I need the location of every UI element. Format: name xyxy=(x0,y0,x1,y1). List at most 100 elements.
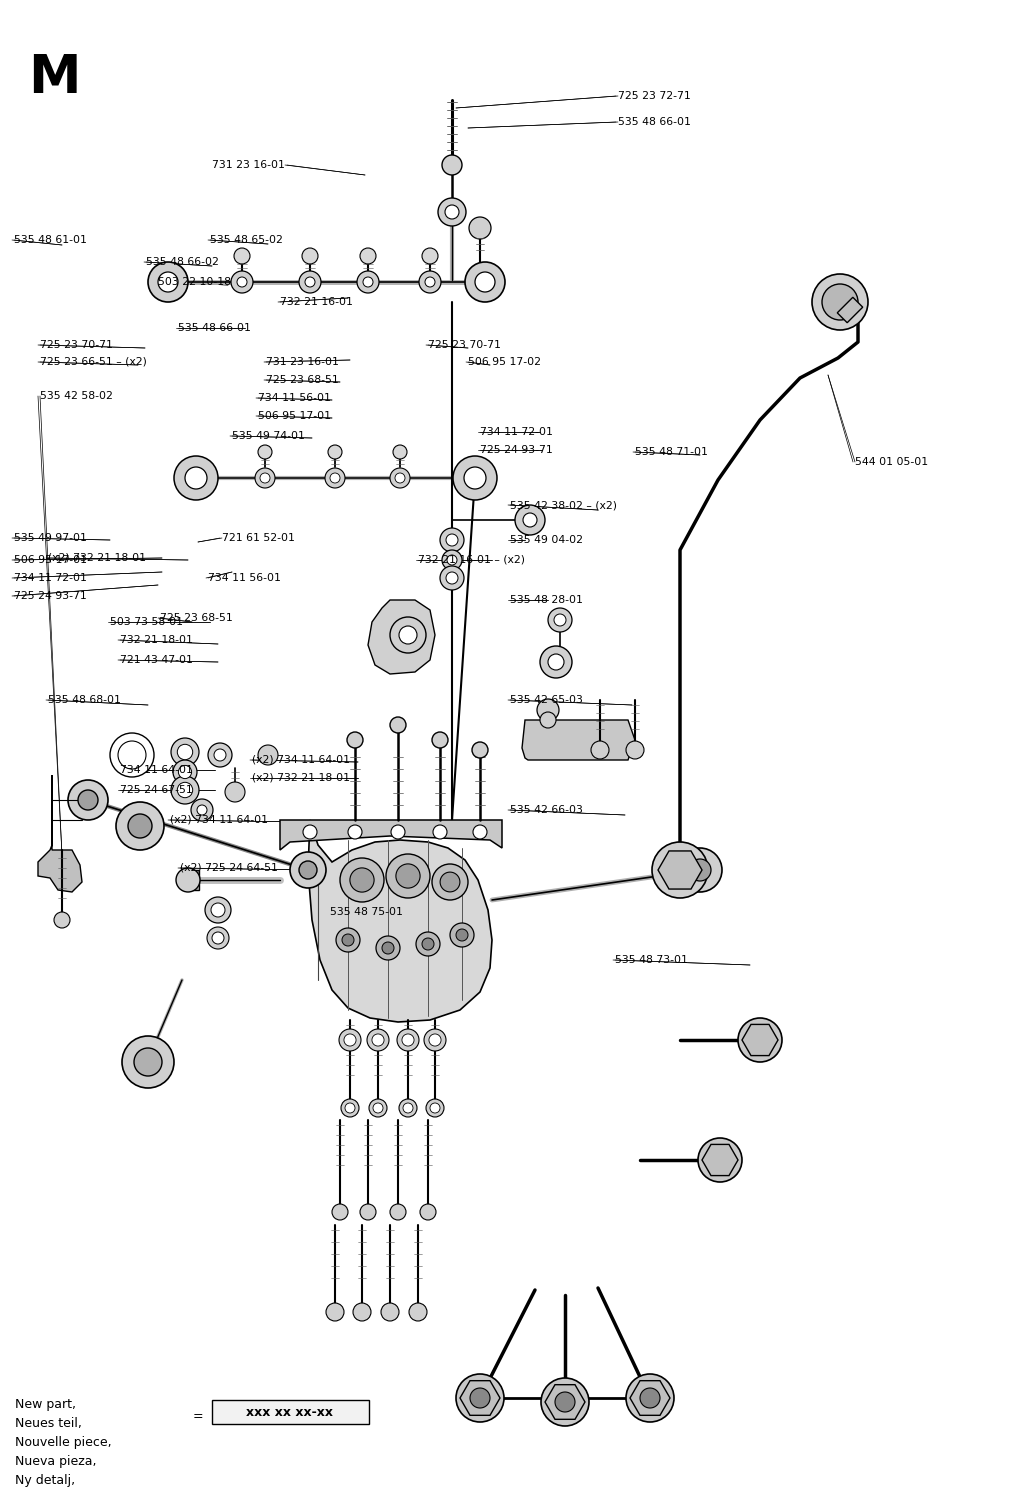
Circle shape xyxy=(432,731,449,748)
Circle shape xyxy=(177,783,193,798)
Circle shape xyxy=(237,277,247,287)
Circle shape xyxy=(698,1139,742,1182)
Text: 535 42 38-02 – (x2): 535 42 38-02 – (x2) xyxy=(510,501,617,510)
Text: 732 21 16-01 – (x2): 732 21 16-01 – (x2) xyxy=(418,555,525,566)
Circle shape xyxy=(382,942,394,955)
Circle shape xyxy=(409,1303,427,1321)
Text: 535 48 71-01: 535 48 71-01 xyxy=(635,446,708,457)
Circle shape xyxy=(399,626,417,644)
Circle shape xyxy=(255,467,275,489)
Circle shape xyxy=(554,614,566,626)
Circle shape xyxy=(403,1102,413,1113)
Text: xxx xx xx-xx: xxx xx xx-xx xyxy=(247,1405,334,1419)
Text: 734 11 56-01: 734 11 56-01 xyxy=(208,573,281,584)
Polygon shape xyxy=(630,1381,670,1416)
Text: 535 48 28-01: 535 48 28-01 xyxy=(510,596,583,605)
Circle shape xyxy=(134,1048,162,1077)
Circle shape xyxy=(326,1303,344,1321)
Circle shape xyxy=(205,897,231,923)
Circle shape xyxy=(353,1303,371,1321)
Circle shape xyxy=(438,198,466,226)
Circle shape xyxy=(231,271,253,293)
Circle shape xyxy=(515,505,545,535)
Text: 506 95 17-01: 506 95 17-01 xyxy=(14,555,87,566)
Circle shape xyxy=(376,936,400,961)
Circle shape xyxy=(738,1018,782,1062)
Circle shape xyxy=(336,927,360,952)
Polygon shape xyxy=(280,820,502,851)
Circle shape xyxy=(523,513,537,526)
Text: Nouvelle piece,: Nouvelle piece, xyxy=(15,1436,112,1449)
Circle shape xyxy=(433,825,447,838)
Circle shape xyxy=(177,745,193,760)
Text: 503 22 10-18: 503 22 10-18 xyxy=(158,277,231,287)
Circle shape xyxy=(340,858,384,902)
Circle shape xyxy=(68,780,108,820)
Text: (x2) 725 24 64-51: (x2) 725 24 64-51 xyxy=(180,863,278,873)
Text: 734 11 72-01: 734 11 72-01 xyxy=(480,427,553,437)
Circle shape xyxy=(381,1303,399,1321)
Circle shape xyxy=(456,929,468,941)
Circle shape xyxy=(214,749,226,762)
Circle shape xyxy=(357,271,379,293)
Circle shape xyxy=(397,1028,419,1051)
Circle shape xyxy=(344,1034,356,1047)
Circle shape xyxy=(822,284,858,320)
Text: Ny detalj,: Ny detalj, xyxy=(15,1473,75,1487)
Circle shape xyxy=(339,1028,361,1051)
Circle shape xyxy=(303,825,317,838)
Circle shape xyxy=(347,731,362,748)
Circle shape xyxy=(422,247,438,264)
Circle shape xyxy=(332,1203,348,1220)
Circle shape xyxy=(666,857,694,884)
Circle shape xyxy=(305,277,315,287)
Circle shape xyxy=(446,534,458,546)
Text: 721 43 47-01: 721 43 47-01 xyxy=(120,654,193,665)
Circle shape xyxy=(171,777,199,804)
Text: 535 48 66-02: 535 48 66-02 xyxy=(146,256,219,267)
Text: 535 49 04-02: 535 49 04-02 xyxy=(510,535,583,544)
Circle shape xyxy=(420,1203,436,1220)
Circle shape xyxy=(422,938,434,950)
Circle shape xyxy=(78,790,98,810)
Text: (x2) 734 11 64-01: (x2) 734 11 64-01 xyxy=(252,756,350,765)
Circle shape xyxy=(128,814,152,838)
Circle shape xyxy=(258,445,272,458)
Text: New part,: New part, xyxy=(15,1398,76,1411)
Circle shape xyxy=(812,274,868,330)
Text: 725 24 93-71: 725 24 93-71 xyxy=(14,591,87,602)
Circle shape xyxy=(171,737,199,766)
Text: =: = xyxy=(193,1410,204,1424)
Circle shape xyxy=(541,1378,589,1427)
Text: 535 42 66-03: 535 42 66-03 xyxy=(510,805,583,814)
Circle shape xyxy=(426,1099,444,1117)
Text: 544 01 05-01: 544 01 05-01 xyxy=(855,457,928,467)
Text: 725 23 68-51: 725 23 68-51 xyxy=(160,612,232,623)
Circle shape xyxy=(299,271,321,293)
Circle shape xyxy=(178,766,191,778)
Text: 731 23 16-01: 731 23 16-01 xyxy=(212,160,285,170)
Circle shape xyxy=(390,467,410,489)
Circle shape xyxy=(302,247,318,264)
Circle shape xyxy=(345,1102,355,1113)
Circle shape xyxy=(367,1028,389,1051)
Circle shape xyxy=(689,860,711,881)
Text: 535 42 65-03: 535 42 65-03 xyxy=(510,695,583,706)
Circle shape xyxy=(447,555,457,566)
Circle shape xyxy=(540,645,572,679)
Circle shape xyxy=(211,903,225,917)
Circle shape xyxy=(148,262,188,302)
Text: 535 49 74-01: 535 49 74-01 xyxy=(232,431,305,440)
Circle shape xyxy=(174,455,218,501)
Text: 725 23 66-51 – (x2): 725 23 66-51 – (x2) xyxy=(40,357,146,366)
Circle shape xyxy=(402,1034,414,1047)
Text: (x2) 732 21 18-01: (x2) 732 21 18-01 xyxy=(48,553,146,562)
Circle shape xyxy=(442,550,462,570)
Text: 506 95 17-02: 506 95 17-02 xyxy=(468,357,541,366)
Text: 725 23 70-71: 725 23 70-71 xyxy=(40,339,113,350)
Text: 732 21 18-01: 732 21 18-01 xyxy=(120,635,193,645)
Circle shape xyxy=(373,1102,383,1113)
Text: 535 48 75-01: 535 48 75-01 xyxy=(330,906,402,917)
Circle shape xyxy=(342,933,354,946)
Circle shape xyxy=(399,1099,417,1117)
